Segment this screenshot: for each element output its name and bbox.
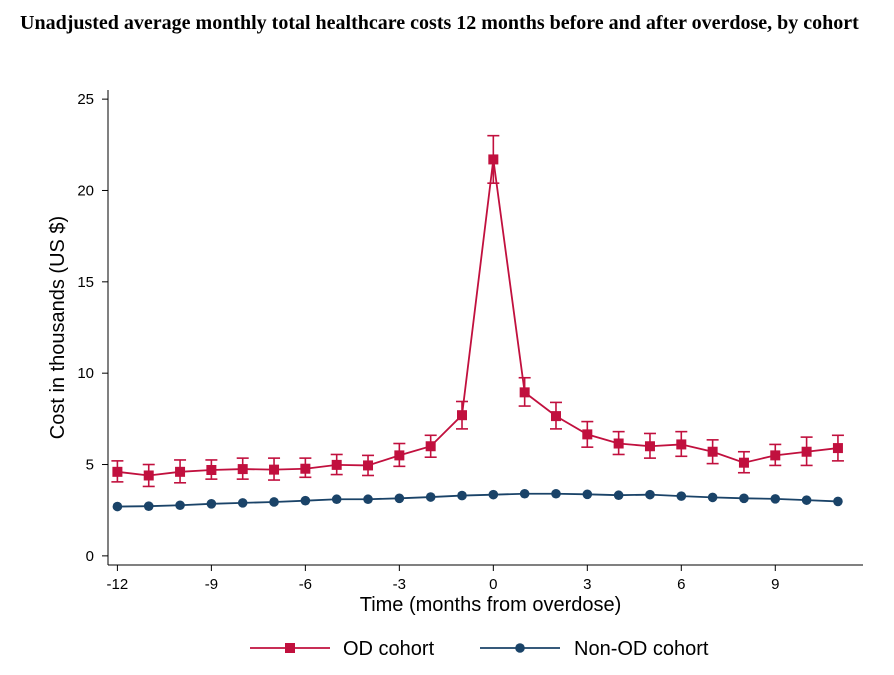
data-point <box>613 490 624 501</box>
data-point <box>206 465 217 475</box>
data-point <box>770 450 781 461</box>
y-tick-label: 5 <box>86 457 94 474</box>
data-point <box>739 493 749 504</box>
x-axis-title: Time (months from overdose) <box>360 594 622 616</box>
legend-label: OD cohort <box>343 638 435 660</box>
data-point <box>488 489 499 500</box>
legend-item-1: OD cohort <box>250 638 435 660</box>
data-point <box>550 411 561 422</box>
data-point <box>363 494 373 505</box>
data-point <box>175 466 186 477</box>
x-tick-label: 3 <box>583 576 591 593</box>
y-tick-label: 0 <box>86 548 94 565</box>
y-tick-label: 15 <box>77 274 94 291</box>
data-point <box>676 439 687 450</box>
data-point <box>551 488 561 499</box>
data-point <box>237 498 248 508</box>
data-point <box>331 494 342 505</box>
data-point <box>770 494 781 504</box>
x-tick-label: 9 <box>771 576 779 593</box>
data-point <box>707 446 718 457</box>
data-point <box>738 457 749 468</box>
series-line <box>117 159 839 477</box>
x-tick-label: -9 <box>205 576 218 593</box>
legend: OD cohort Non-OD cohort <box>250 638 709 660</box>
series-line <box>117 492 838 508</box>
data-point <box>269 464 280 475</box>
legend-marker <box>515 643 525 653</box>
data-point <box>300 495 311 506</box>
x-tick-label: 0 <box>489 576 497 593</box>
x-tick-label: 6 <box>677 576 685 593</box>
data-point <box>488 154 499 165</box>
x-tick-label: -6 <box>299 576 312 593</box>
data-point <box>519 387 530 398</box>
data-point <box>206 498 217 509</box>
data-point <box>143 501 154 511</box>
y-tick-label: 10 <box>77 365 94 382</box>
data-point <box>300 463 311 474</box>
data-point <box>394 450 405 461</box>
data-point <box>457 410 468 421</box>
chart-title: Unadjusted average monthly total healthc… <box>20 12 859 34</box>
y-axis-title: Cost in thousands (US $) <box>47 216 69 439</box>
data-point <box>801 446 812 457</box>
legend-label: Non-OD cohort <box>574 638 709 660</box>
axes: 0 5 10 15 20 25 -12 -9 -6 -3 0 3 6 9 Time (months from… <box>47 90 863 616</box>
y-tick-label: 25 <box>77 91 94 108</box>
y-tick-label: 20 <box>77 182 94 199</box>
x-tick-label: -12 <box>107 576 129 593</box>
data-point <box>425 441 436 452</box>
data-point <box>237 464 248 475</box>
data-point <box>644 441 655 452</box>
data-point <box>801 495 812 505</box>
data-point <box>457 490 467 501</box>
x-tick-label: -3 <box>393 576 406 593</box>
legend-marker <box>285 643 295 653</box>
data-point <box>175 500 185 511</box>
plot-area <box>111 134 844 512</box>
data-point <box>645 489 655 500</box>
legend-item-2: Non-OD cohort <box>480 638 709 660</box>
data-point <box>832 443 843 454</box>
data-point <box>582 489 593 500</box>
data-point <box>676 491 687 501</box>
data-point <box>394 493 405 504</box>
data-point <box>112 501 123 512</box>
data-point <box>707 492 718 503</box>
data-point <box>519 488 530 499</box>
data-point <box>613 438 624 449</box>
data-point <box>582 429 593 440</box>
data-point <box>112 466 123 477</box>
data-point <box>425 492 436 502</box>
data-point <box>331 459 342 470</box>
series-2 <box>112 488 843 512</box>
data-point <box>833 496 843 507</box>
series-1 <box>111 134 844 488</box>
data-point <box>143 470 154 481</box>
data-point <box>269 497 279 507</box>
data-point <box>363 460 374 471</box>
